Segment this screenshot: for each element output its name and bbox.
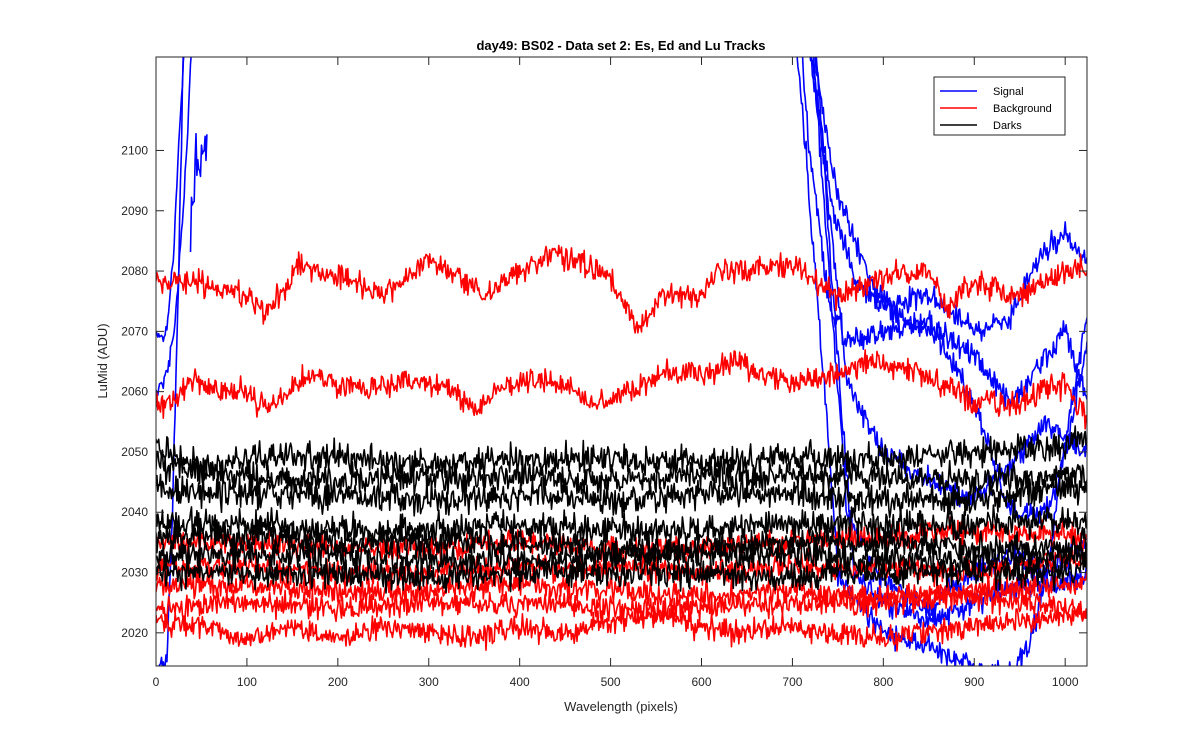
x-tick-label: 200 [328, 675, 348, 689]
series-line-background-13 [156, 349, 1087, 430]
x-tick-label: 700 [782, 675, 802, 689]
series-line-darks-20 [156, 449, 1087, 502]
series-line-signal-8 [812, 57, 1087, 408]
y-tick-label: 2030 [121, 566, 148, 580]
y-tick-label: 2100 [121, 143, 148, 157]
series-line-darks-25 [156, 552, 1087, 594]
x-tick-label: 500 [601, 675, 621, 689]
x-tick-label: 100 [237, 675, 257, 689]
x-tick-label: 1000 [1052, 675, 1079, 689]
y-tick-label: 2060 [121, 385, 148, 399]
x-tick-label: 600 [691, 675, 711, 689]
series-line-background-18 [156, 603, 1087, 652]
y-tick-label: 2050 [121, 445, 148, 459]
series-line-darks-21 [156, 471, 1087, 519]
x-tick-label: 900 [964, 675, 984, 689]
series-line-signal-4 [189, 132, 208, 253]
x-tick-label: 0 [153, 675, 160, 689]
series-line-background-12 [156, 244, 1087, 334]
legend-label-background: Background [993, 103, 1052, 115]
tick-layer: 0 100 200 300 400 500 600 700 800 900 1000 2020 2030… [121, 57, 1087, 689]
legend: Signal Background Darks [933, 76, 1066, 136]
series-line-signal-3 [156, 57, 192, 397]
y-tick-label: 2090 [121, 204, 148, 218]
x-tick-label: 400 [510, 675, 530, 689]
x-axis-label: Wavelength (pixels) [564, 699, 678, 714]
series-line-darks-19 [156, 425, 1087, 485]
y-tick-label: 2070 [121, 324, 148, 338]
y-tick-label: 2020 [121, 626, 148, 640]
y-tick-label: 2080 [121, 264, 148, 278]
x-tick-label: 300 [419, 675, 439, 689]
y-tick-label: 2040 [121, 505, 148, 519]
series-line-signal-7 [809, 57, 1087, 342]
y-axis-label: LuMid (ADU) [95, 323, 110, 398]
legend-label-darks: Darks [993, 120, 1022, 132]
axes-frame [155, 56, 1088, 667]
series-line-darks-23 [156, 517, 1087, 567]
legend-label-signal: Signal [993, 86, 1024, 98]
chart-title: day49: BS02 - Data set 2: Es, Ed and Lu … [476, 38, 765, 53]
x-tick-label: 800 [873, 675, 893, 689]
series-layer [156, 57, 1087, 666]
